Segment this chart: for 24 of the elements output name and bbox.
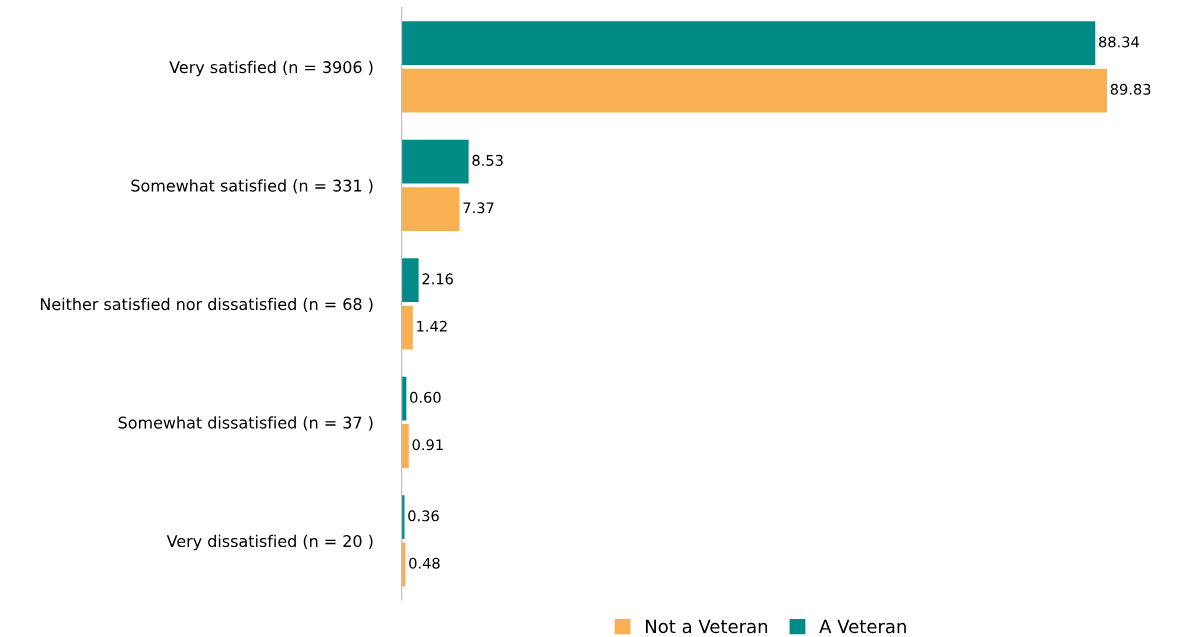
bar: [401, 68, 1107, 113]
data-label: 0.48: [409, 557, 440, 569]
data-label: 1.42: [417, 320, 447, 332]
y-tick-label: Very dissatisfied (n = 20 ): [166, 534, 373, 551]
data-label: 0.91: [412, 439, 443, 451]
legend-label: Not a Veteran: [645, 619, 768, 634]
bar: [401, 139, 469, 184]
data-label: 0.36: [408, 510, 439, 522]
data-label: 88.34: [1099, 36, 1139, 48]
data-label: 2.16: [422, 273, 453, 285]
bar: [401, 305, 413, 350]
legend-label: A Veteran: [819, 619, 906, 634]
bar: [401, 258, 419, 303]
data-label: 8.53: [472, 154, 503, 166]
y-tick-label: Somewhat dissatisfied (n = 37 ): [118, 416, 373, 431]
data-label: 0.60: [410, 391, 441, 403]
bar: [401, 424, 409, 468]
y-tick-label: Neither satisfied nor dissatisfied (n = 68 ): [40, 297, 373, 313]
bar: [401, 21, 1096, 66]
y-tick-label: Very satisfied (n = 3906 ): [169, 60, 373, 77]
y-tick-label: Somewhat satisfied (n = 331 ): [131, 179, 373, 194]
bar: [401, 187, 460, 231]
data-label: 7.37: [463, 202, 494, 214]
data-label: 89.83: [1110, 83, 1151, 95]
